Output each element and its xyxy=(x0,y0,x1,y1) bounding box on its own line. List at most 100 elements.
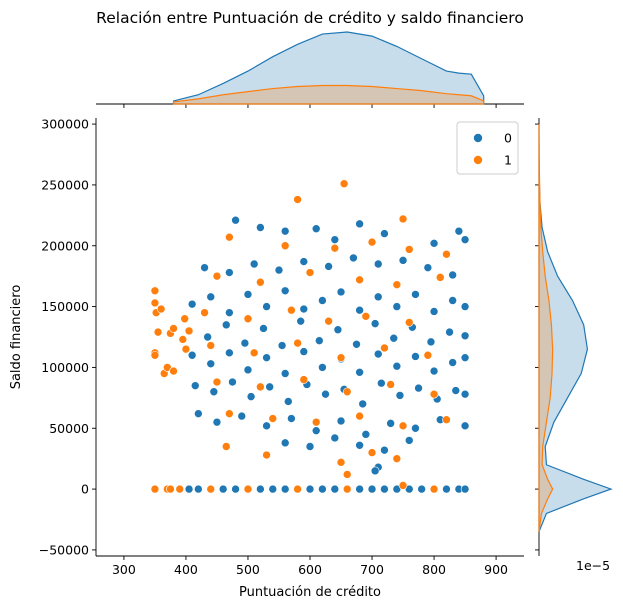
scatter-point-series-0 xyxy=(330,484,340,494)
scatter-point-series-1 xyxy=(380,343,389,353)
scatter-point-series-1 xyxy=(150,298,160,308)
top-marginal-kde xyxy=(96,31,524,108)
y-tick-label: 100000 xyxy=(41,360,89,375)
scatter-point-series-1 xyxy=(262,450,271,460)
scatter-point-series-0 xyxy=(256,223,265,232)
scatter-point-series-1 xyxy=(293,338,302,348)
scatter-point-series-0 xyxy=(237,411,247,421)
scatter-point-series-0 xyxy=(460,389,470,399)
x-tick-label: 500 xyxy=(236,562,260,577)
scatter-point-series-0 xyxy=(318,296,327,305)
scatter-point-series-0 xyxy=(392,302,402,311)
x-tick-label: 800 xyxy=(422,562,446,577)
legend: 01 xyxy=(456,121,519,175)
scatter-point-series-0 xyxy=(315,336,324,345)
x-tick-label: 300 xyxy=(112,562,136,577)
scatter-point-series-1 xyxy=(386,380,395,389)
scatter-point-series-1 xyxy=(404,318,414,327)
scatter-point-series-1 xyxy=(169,324,178,333)
scatter-point-series-0 xyxy=(280,484,290,494)
scatter-point-series-0 xyxy=(256,484,265,494)
scatter-point-series-0 xyxy=(380,445,389,455)
scatter-point-series-0 xyxy=(280,226,290,236)
scatter-point-series-0 xyxy=(246,392,256,401)
scatter-point-series-1 xyxy=(367,237,377,247)
scatter-point-series-0 xyxy=(448,270,457,280)
scatter-point-series-0 xyxy=(460,421,470,431)
scatter-point-series-0 xyxy=(243,290,253,299)
scatter-point-series-0 xyxy=(451,386,461,395)
scatter-point-series-0 xyxy=(203,332,212,342)
scatter-point-series-0 xyxy=(296,316,305,326)
scatter-point-series-0 xyxy=(460,235,470,244)
scatter-point-series-0 xyxy=(460,353,470,362)
scatter-point-series-0 xyxy=(262,302,271,311)
scatter-point-series-1 xyxy=(206,484,216,494)
x-tick-label: 900 xyxy=(484,562,508,577)
scatter-point-series-1 xyxy=(166,484,175,494)
scatter-point-series-1 xyxy=(280,241,290,251)
scatter-point-series-1 xyxy=(398,421,408,431)
scatter-point-series-0 xyxy=(426,337,436,347)
scatter-point-series-1 xyxy=(342,484,352,494)
scatter-point-series-0 xyxy=(373,349,383,359)
scatter-point-series-0 xyxy=(352,339,361,349)
scatter-point-series-1 xyxy=(153,327,163,337)
scatter-point-series-1 xyxy=(339,179,349,188)
scatter-point-series-0 xyxy=(377,378,386,388)
legend-label-series-0: 0 xyxy=(504,131,512,146)
scatter-point-series-0 xyxy=(330,433,340,443)
legend-marker-series-0 xyxy=(473,133,483,143)
scatter-point-series-0 xyxy=(321,389,330,399)
scatter-point-series-0 xyxy=(231,484,240,494)
scatter-point-series-1 xyxy=(249,348,259,358)
scatter-point-series-0 xyxy=(373,259,383,269)
scatter-point-series-0 xyxy=(299,257,309,266)
scatter-point-series-0 xyxy=(277,341,287,350)
scatter-point-series-0 xyxy=(404,436,414,445)
scatter-point-series-0 xyxy=(190,381,200,390)
scatter-point-series-0 xyxy=(445,327,454,337)
scatter-point-series-1 xyxy=(336,458,346,467)
scatter-point-series-0 xyxy=(221,320,231,330)
scatter-point-series-0 xyxy=(262,421,271,431)
scatter-point-series-0 xyxy=(194,484,203,494)
scatter-point-series-0 xyxy=(454,226,464,236)
scatter-points xyxy=(150,179,470,494)
scatter-point-series-1 xyxy=(305,268,315,277)
scatter-point-series-0 xyxy=(414,383,423,393)
scatter-point-series-1 xyxy=(175,484,185,494)
scatter-point-series-0 xyxy=(249,259,259,269)
scatter-point-series-0 xyxy=(411,290,420,299)
y-tick-label: 50000 xyxy=(49,421,89,436)
scatter-point-series-0 xyxy=(280,369,290,378)
scatter-point-series-0 xyxy=(386,419,395,428)
scatter-point-series-0 xyxy=(225,268,234,277)
scatter-point-series-0 xyxy=(367,484,377,494)
scatter-point-series-0 xyxy=(225,348,234,358)
scatter-point-series-0 xyxy=(361,430,371,439)
scatter-point-series-1 xyxy=(156,304,166,314)
scatter-point-series-1 xyxy=(336,353,346,362)
scatter-point-series-0 xyxy=(305,442,315,451)
scatter-point-series-0 xyxy=(265,382,274,392)
y-tick-label: −50000 xyxy=(39,542,89,557)
scatter-point-series-0 xyxy=(324,262,333,271)
scatter-point-series-0 xyxy=(333,325,343,335)
scatter-point-series-0 xyxy=(280,286,290,296)
scatter-point-series-1 xyxy=(206,341,216,350)
scatter-point-series-0 xyxy=(380,484,389,494)
scatter-point-series-1 xyxy=(398,214,408,224)
scatter-point-series-0 xyxy=(442,484,451,494)
scatter-point-series-0 xyxy=(209,387,219,397)
scatter-point-series-0 xyxy=(429,366,439,376)
scatter-point-series-1 xyxy=(392,280,402,289)
scatter-point-series-1 xyxy=(361,312,371,321)
scatter-point-series-0 xyxy=(349,253,358,263)
scatter-point-series-1 xyxy=(243,484,253,494)
scatter-point-series-0 xyxy=(184,484,194,494)
scatter-point-series-0 xyxy=(355,440,364,450)
scatter-point-series-1 xyxy=(180,314,190,324)
scatter-point-series-0 xyxy=(274,265,284,275)
y-tick-label: 250000 xyxy=(41,177,89,192)
